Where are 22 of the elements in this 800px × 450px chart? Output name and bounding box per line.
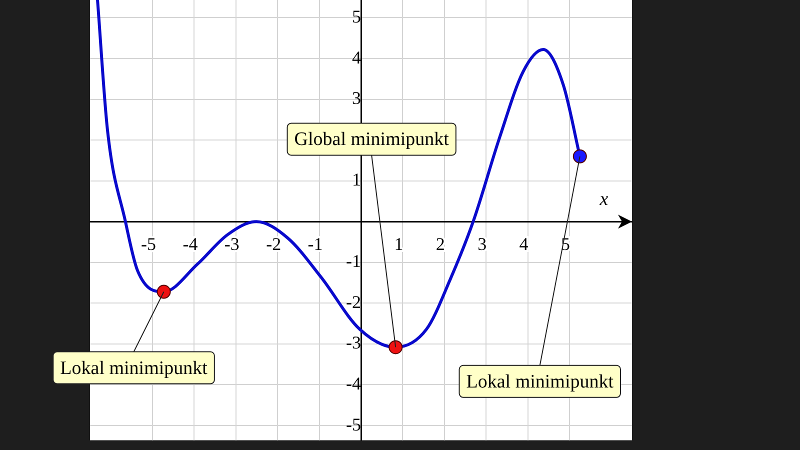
y-tick-label: 5 <box>352 6 361 26</box>
x-tick-label: -4 <box>182 234 198 254</box>
annotation: Lokal minimipunkt <box>60 358 208 379</box>
y-tick-label: -1 <box>346 251 361 272</box>
y-tick-label: -4 <box>346 373 361 394</box>
annotation: Lokal minimipunkt <box>466 371 614 392</box>
y-tick-label: -5 <box>346 414 361 434</box>
x-tick-label: -1 <box>308 234 323 254</box>
x-tick-label: -2 <box>266 234 282 254</box>
y-tick-label: -3 <box>346 332 361 353</box>
x-tick-label: 3 <box>478 234 487 254</box>
x-tick-label: 1 <box>394 234 404 254</box>
x-tick-label: 4 <box>519 234 528 254</box>
y-tick-label: 3 <box>352 88 361 108</box>
annotation: Global minimipunkt <box>294 129 450 150</box>
x-tick-label: -3 <box>224 234 240 254</box>
x-tick-label: 2 <box>436 234 445 254</box>
y-tick-label: 1 <box>352 170 361 190</box>
y-tick-label: -2 <box>346 292 361 312</box>
x-tick-label: -5 <box>141 234 156 254</box>
y-tick-label: 4 <box>352 47 361 68</box>
x-axis-title: x <box>598 189 609 210</box>
